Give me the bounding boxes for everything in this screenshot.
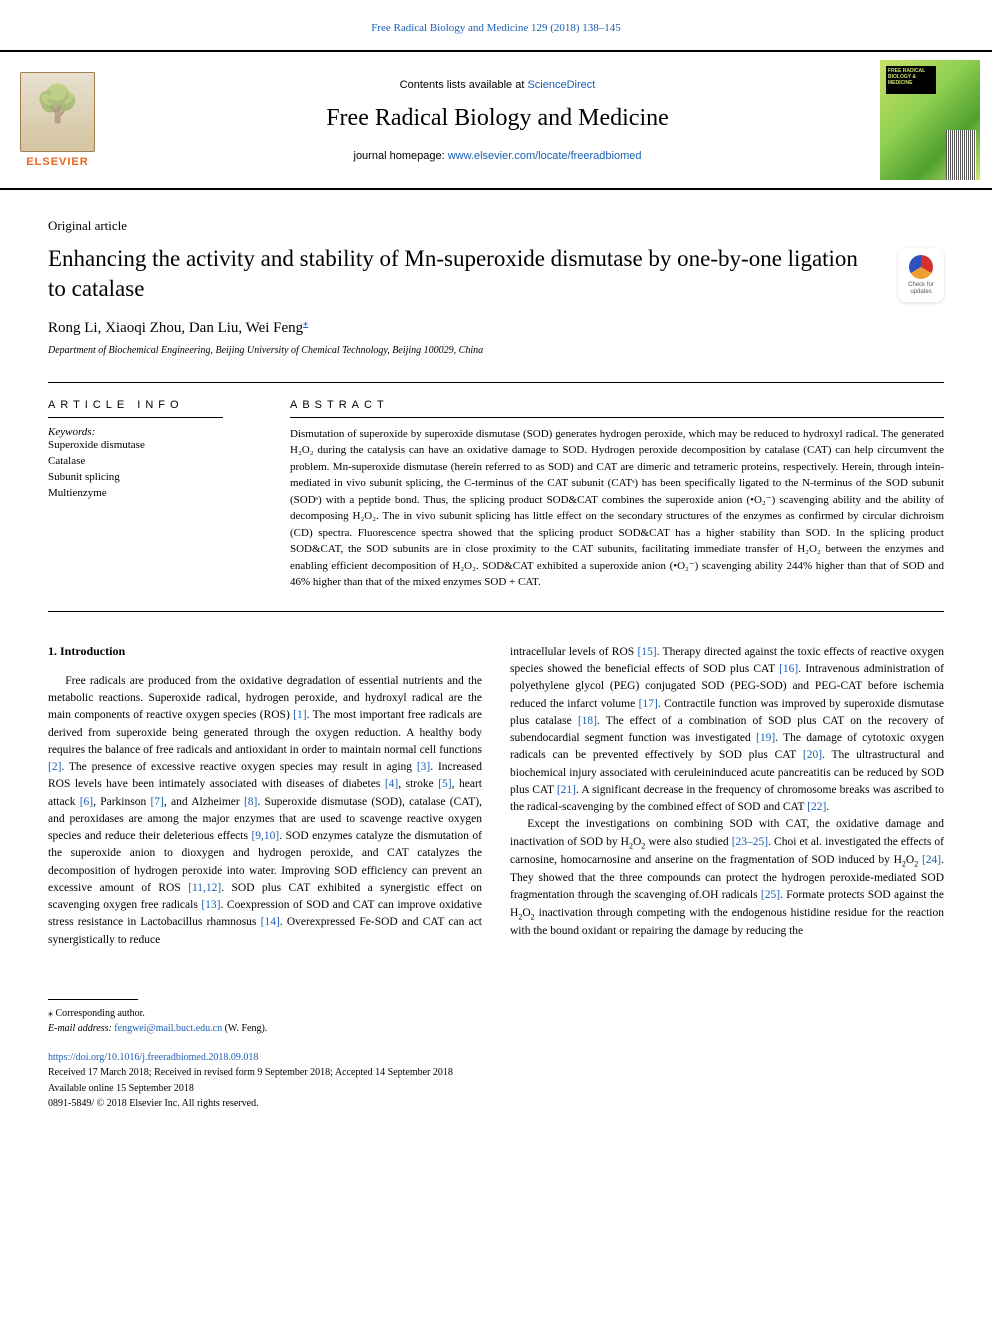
crossmark-icon (909, 255, 933, 279)
article-title: Enhancing the activity and stability of … (48, 244, 878, 304)
keyword-item: Superoxide dismutase (48, 438, 258, 454)
keywords-label: Keywords: (48, 426, 258, 438)
body-text: Free radicals are produced from the oxid… (48, 673, 482, 949)
authors: Rong Li, Xiaoqi Zhou, Dan Liu, Wei Feng⁎ (48, 318, 944, 337)
publisher-name: ELSEVIER (26, 156, 88, 168)
body-text: intracellular levels of ROS [15]. Therap… (510, 644, 944, 940)
title-row: Enhancing the activity and stability of … (48, 244, 944, 304)
doi-link[interactable]: https://doi.org/10.1016/j.freeradbiomed.… (48, 1052, 258, 1063)
abstract-heading: ABSTRACT (290, 399, 944, 411)
pub-info: https://doi.org/10.1016/j.freeradbiomed.… (0, 1036, 992, 1140)
abstract-text: Dismutation of superoxide by superoxide … (290, 426, 944, 591)
banner-center: Contents lists available at ScienceDirec… (115, 79, 880, 162)
corresponding-footnote: ⁎ Corresponding author. (48, 1006, 944, 1021)
keyword-item: Subunit splicing (48, 470, 258, 486)
info-heading: ARTICLE INFO (48, 399, 258, 411)
divider-icon (48, 417, 223, 418)
cor-text: Corresponding author. (53, 1008, 145, 1019)
contents-line: Contents lists available at ScienceDirec… (115, 79, 880, 91)
body-two-col: 1. Introduction Free radicals are produc… (48, 644, 944, 949)
corresponding-mark[interactable]: ⁎ (303, 318, 308, 329)
keyword-item: Multienzyme (48, 486, 258, 502)
body-paragraph: Free radicals are produced from the oxid… (48, 673, 482, 949)
journal-ref-link[interactable]: Free Radical Biology and Medicine 129 (2… (371, 22, 621, 34)
publisher-logo[interactable]: ELSEVIER (0, 72, 115, 168)
author-list: Rong Li, Xiaoqi Zhou, Dan Liu, Wei Feng (48, 320, 303, 336)
homepage-prefix: journal homepage: (354, 150, 448, 162)
footnote-separator-icon (48, 999, 138, 1000)
body-col-right: intracellular levels of ROS [15]. Therap… (510, 644, 944, 949)
section-heading: 1. Introduction (48, 644, 482, 659)
divider-icon (290, 417, 944, 418)
sciencedirect-link[interactable]: ScienceDirect (527, 79, 595, 91)
page-header-link: Free Radical Biology and Medicine 129 (2… (0, 0, 992, 50)
available-date: Available online 15 September 2018 (48, 1083, 194, 1094)
elsevier-tree-icon (20, 72, 95, 152)
keyword-item: Catalase (48, 454, 258, 470)
journal-cover-thumb[interactable]: FREE RADICAL BIOLOGY & MEDICINE (880, 60, 980, 180)
contents-prefix: Contents lists available at (400, 79, 528, 91)
crossmark-badge[interactable]: Check for updates (898, 248, 944, 302)
body-paragraph: Except the investigations on combining S… (510, 816, 944, 940)
body-col-left: 1. Introduction Free radicals are produc… (48, 644, 482, 949)
received-dates: Received 17 March 2018; Received in revi… (48, 1067, 453, 1078)
info-abstract-block: ARTICLE INFO Keywords: Superoxide dismut… (48, 382, 944, 612)
article-info-col: ARTICLE INFO Keywords: Superoxide dismut… (48, 399, 258, 591)
homepage-link[interactable]: www.elsevier.com/locate/freeradbiomed (448, 150, 642, 162)
email-suffix: (W. Feng). (222, 1023, 267, 1034)
footnotes: ⁎ Corresponding author. E-mail address: … (0, 1006, 992, 1036)
email-link[interactable]: fengwei@mail.buct.edu.cn (114, 1023, 222, 1034)
cover-title: FREE RADICAL BIOLOGY & MEDICINE (886, 66, 936, 94)
affiliation: Department of Biochemical Engineering, B… (48, 345, 944, 356)
journal-banner: ELSEVIER Contents lists available at Sci… (0, 50, 992, 190)
cover-barcode-icon (946, 130, 976, 180)
crossmark-text: Check for updates (898, 282, 944, 295)
body-paragraph: intracellular levels of ROS [15]. Therap… (510, 644, 944, 817)
homepage-line: journal homepage: www.elsevier.com/locat… (115, 150, 880, 162)
article-type: Original article (48, 218, 944, 234)
article-area: Original article Enhancing the activity … (0, 190, 992, 969)
abstract-col: ABSTRACT Dismutation of superoxide by su… (290, 399, 944, 591)
keywords-list: Superoxide dismutase Catalase Subunit sp… (48, 438, 258, 502)
email-footnote: E-mail address: fengwei@mail.buct.edu.cn… (48, 1021, 944, 1036)
copyright-line: 0891-5849/ © 2018 Elsevier Inc. All righ… (48, 1098, 259, 1109)
email-label: E-mail address: (48, 1023, 114, 1034)
journal-name: Free Radical Biology and Medicine (115, 105, 880, 132)
